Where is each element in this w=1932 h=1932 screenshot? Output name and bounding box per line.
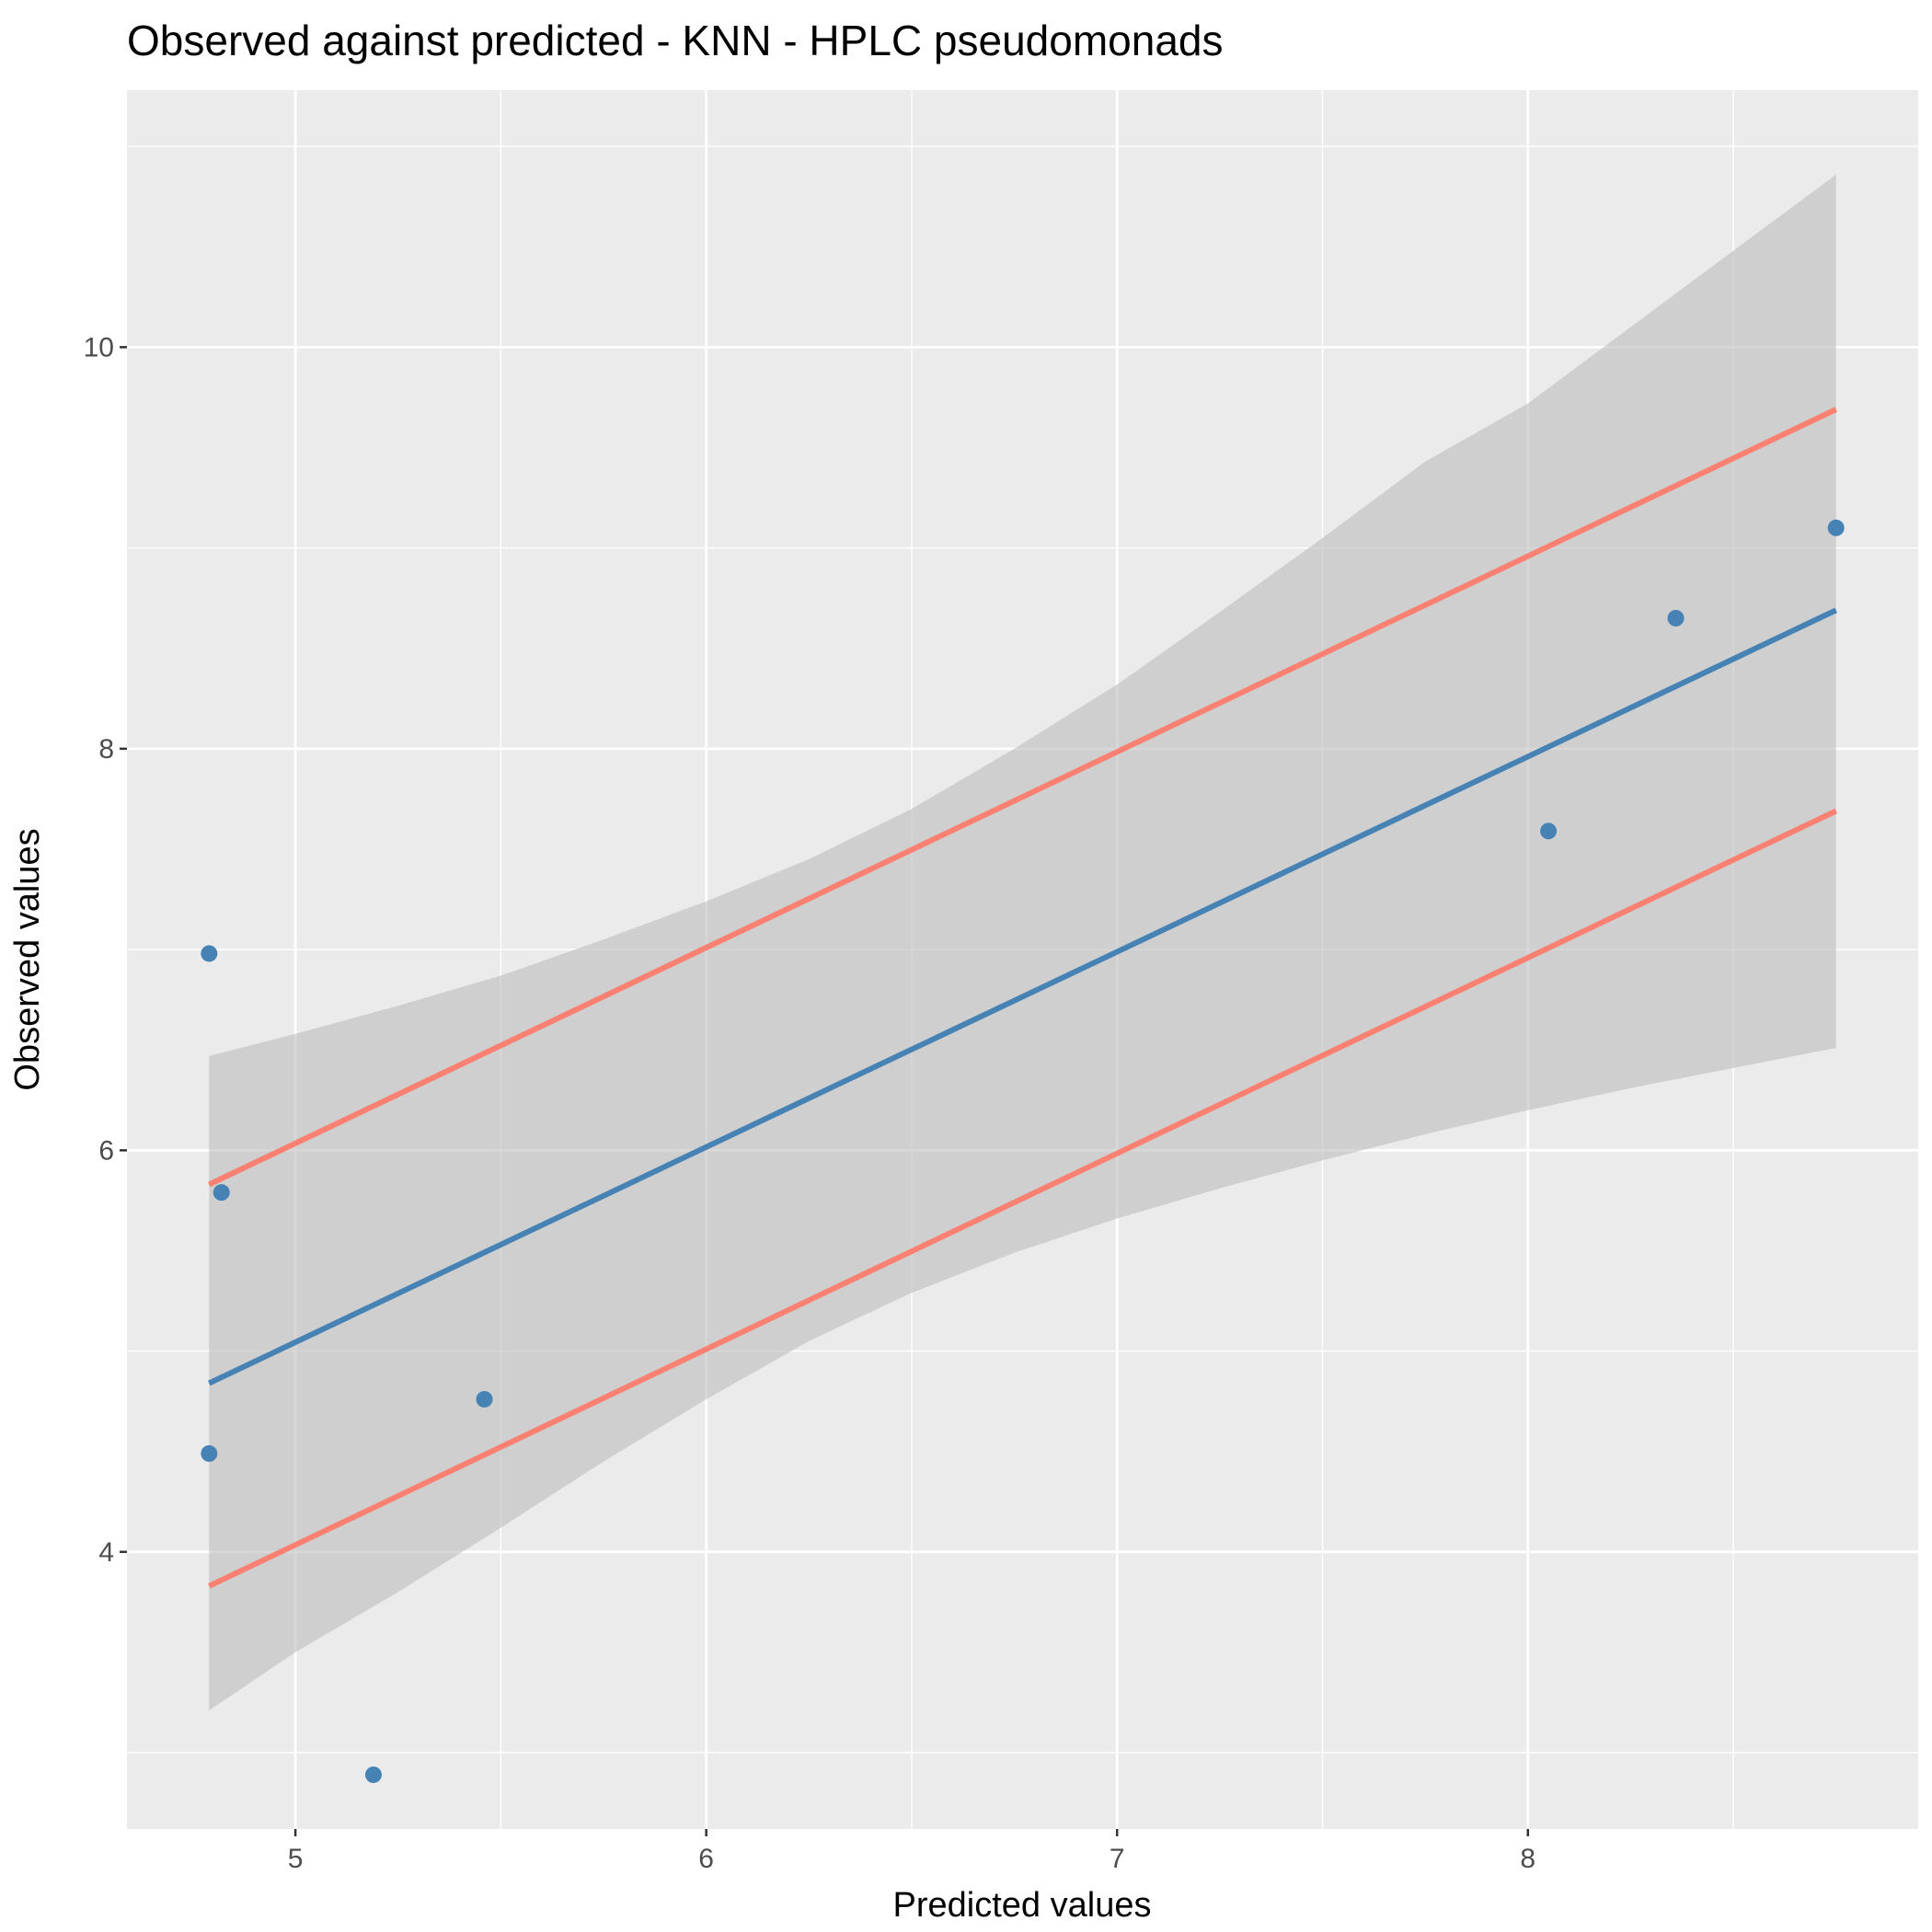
x-tick-label: 8 (1520, 1844, 1535, 1874)
data-point (1667, 609, 1685, 627)
data-point (364, 1766, 382, 1784)
data-point (201, 1444, 218, 1462)
reference-line (208, 808, 1837, 1589)
data-point (201, 945, 218, 962)
data-point (1827, 519, 1845, 536)
x-tick-label: 6 (698, 1844, 714, 1874)
data-point (476, 1390, 493, 1408)
y-tick-label: 4 (98, 1537, 114, 1568)
y-tick-label: 10 (84, 332, 114, 362)
data-point (213, 1184, 230, 1202)
line-layer (208, 407, 1837, 1589)
x-tick-label: 7 (1110, 1844, 1125, 1874)
x-axis-title: Predicted values (893, 1886, 1152, 1925)
y-tick-label: 6 (98, 1135, 114, 1166)
fit-line (208, 607, 1837, 1386)
y-axis-title: Observed values (8, 828, 47, 1090)
x-tick-label: 5 (288, 1844, 304, 1874)
y-tick-label: 8 (98, 734, 114, 765)
reference-line (208, 407, 1837, 1188)
axis-layer: 5 6 7 8 4 6 8 10 (84, 332, 1535, 1874)
chart-title: Observed against predicted - KNN - HPLC … (127, 17, 1224, 64)
data-point (1540, 822, 1558, 840)
confidence-band (209, 174, 1836, 1711)
confidence-band-layer (209, 174, 1836, 1711)
point-layer (201, 519, 1845, 1784)
